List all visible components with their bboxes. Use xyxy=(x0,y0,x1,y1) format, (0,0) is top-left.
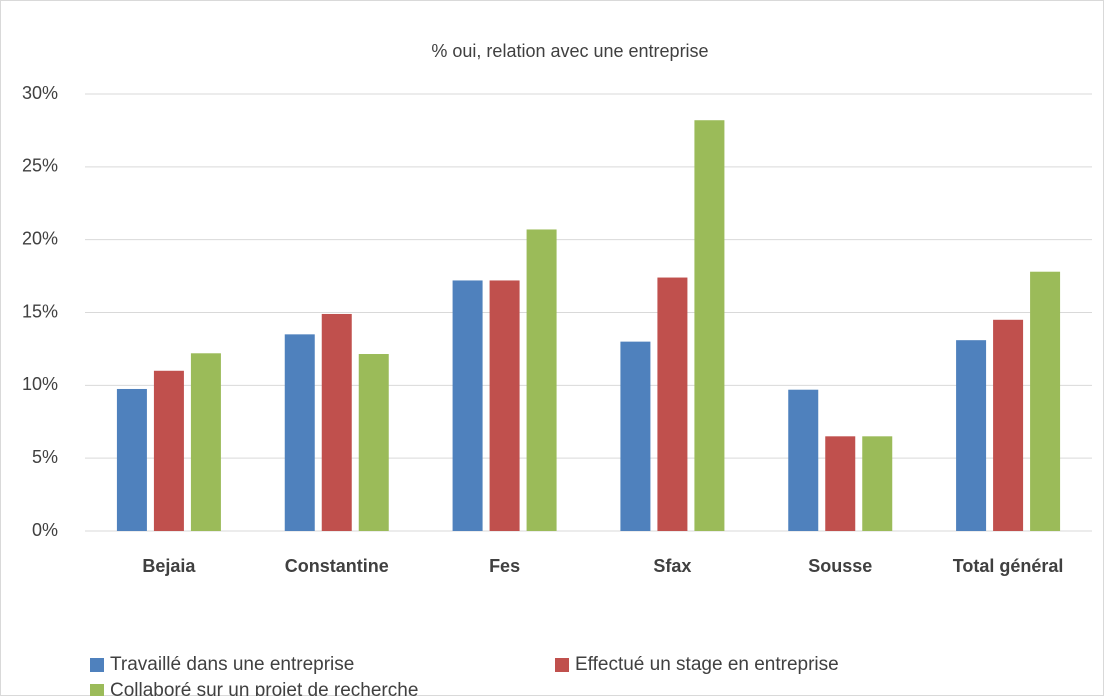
legend-swatch xyxy=(90,684,104,696)
bar xyxy=(862,436,893,531)
x-tick-label: Sfax xyxy=(653,556,691,576)
chart-title: % oui, relation avec une entreprise xyxy=(431,41,708,61)
bar xyxy=(116,388,147,531)
bar xyxy=(694,120,725,531)
y-tick-label: 5% xyxy=(32,447,58,467)
legend-label: Collaboré sur un projet de recherche xyxy=(110,680,418,696)
bar xyxy=(956,340,987,531)
x-tick-label: Sousse xyxy=(808,556,872,576)
bar xyxy=(825,436,856,531)
bar xyxy=(993,319,1024,531)
y-tick-label: 10% xyxy=(22,374,58,394)
legend-label: Travaillé dans une entreprise xyxy=(110,654,354,675)
legend-label: Effectué un stage en entreprise xyxy=(575,654,839,675)
bar xyxy=(489,280,520,531)
x-tick-label: Constantine xyxy=(285,556,389,576)
bar xyxy=(788,389,819,531)
y-tick-label: 20% xyxy=(22,228,58,248)
x-tick-label: Bejaia xyxy=(142,556,196,576)
y-tick-label: 0% xyxy=(32,520,58,540)
bar xyxy=(284,334,315,531)
bar xyxy=(190,353,221,531)
bar xyxy=(526,229,557,531)
bar xyxy=(1030,271,1061,531)
bar xyxy=(620,341,651,531)
bar xyxy=(657,277,688,531)
y-tick-label: 25% xyxy=(22,156,58,176)
x-tick-label: Total général xyxy=(953,556,1064,576)
bar xyxy=(321,313,352,531)
legend-swatch xyxy=(555,658,569,672)
legend-swatch xyxy=(90,658,104,672)
bar xyxy=(153,370,184,531)
bar xyxy=(358,354,389,531)
bar xyxy=(452,280,483,531)
x-tick-label: Fes xyxy=(489,556,520,576)
y-tick-label: 15% xyxy=(22,301,58,321)
y-tick-label: 30% xyxy=(22,83,58,103)
